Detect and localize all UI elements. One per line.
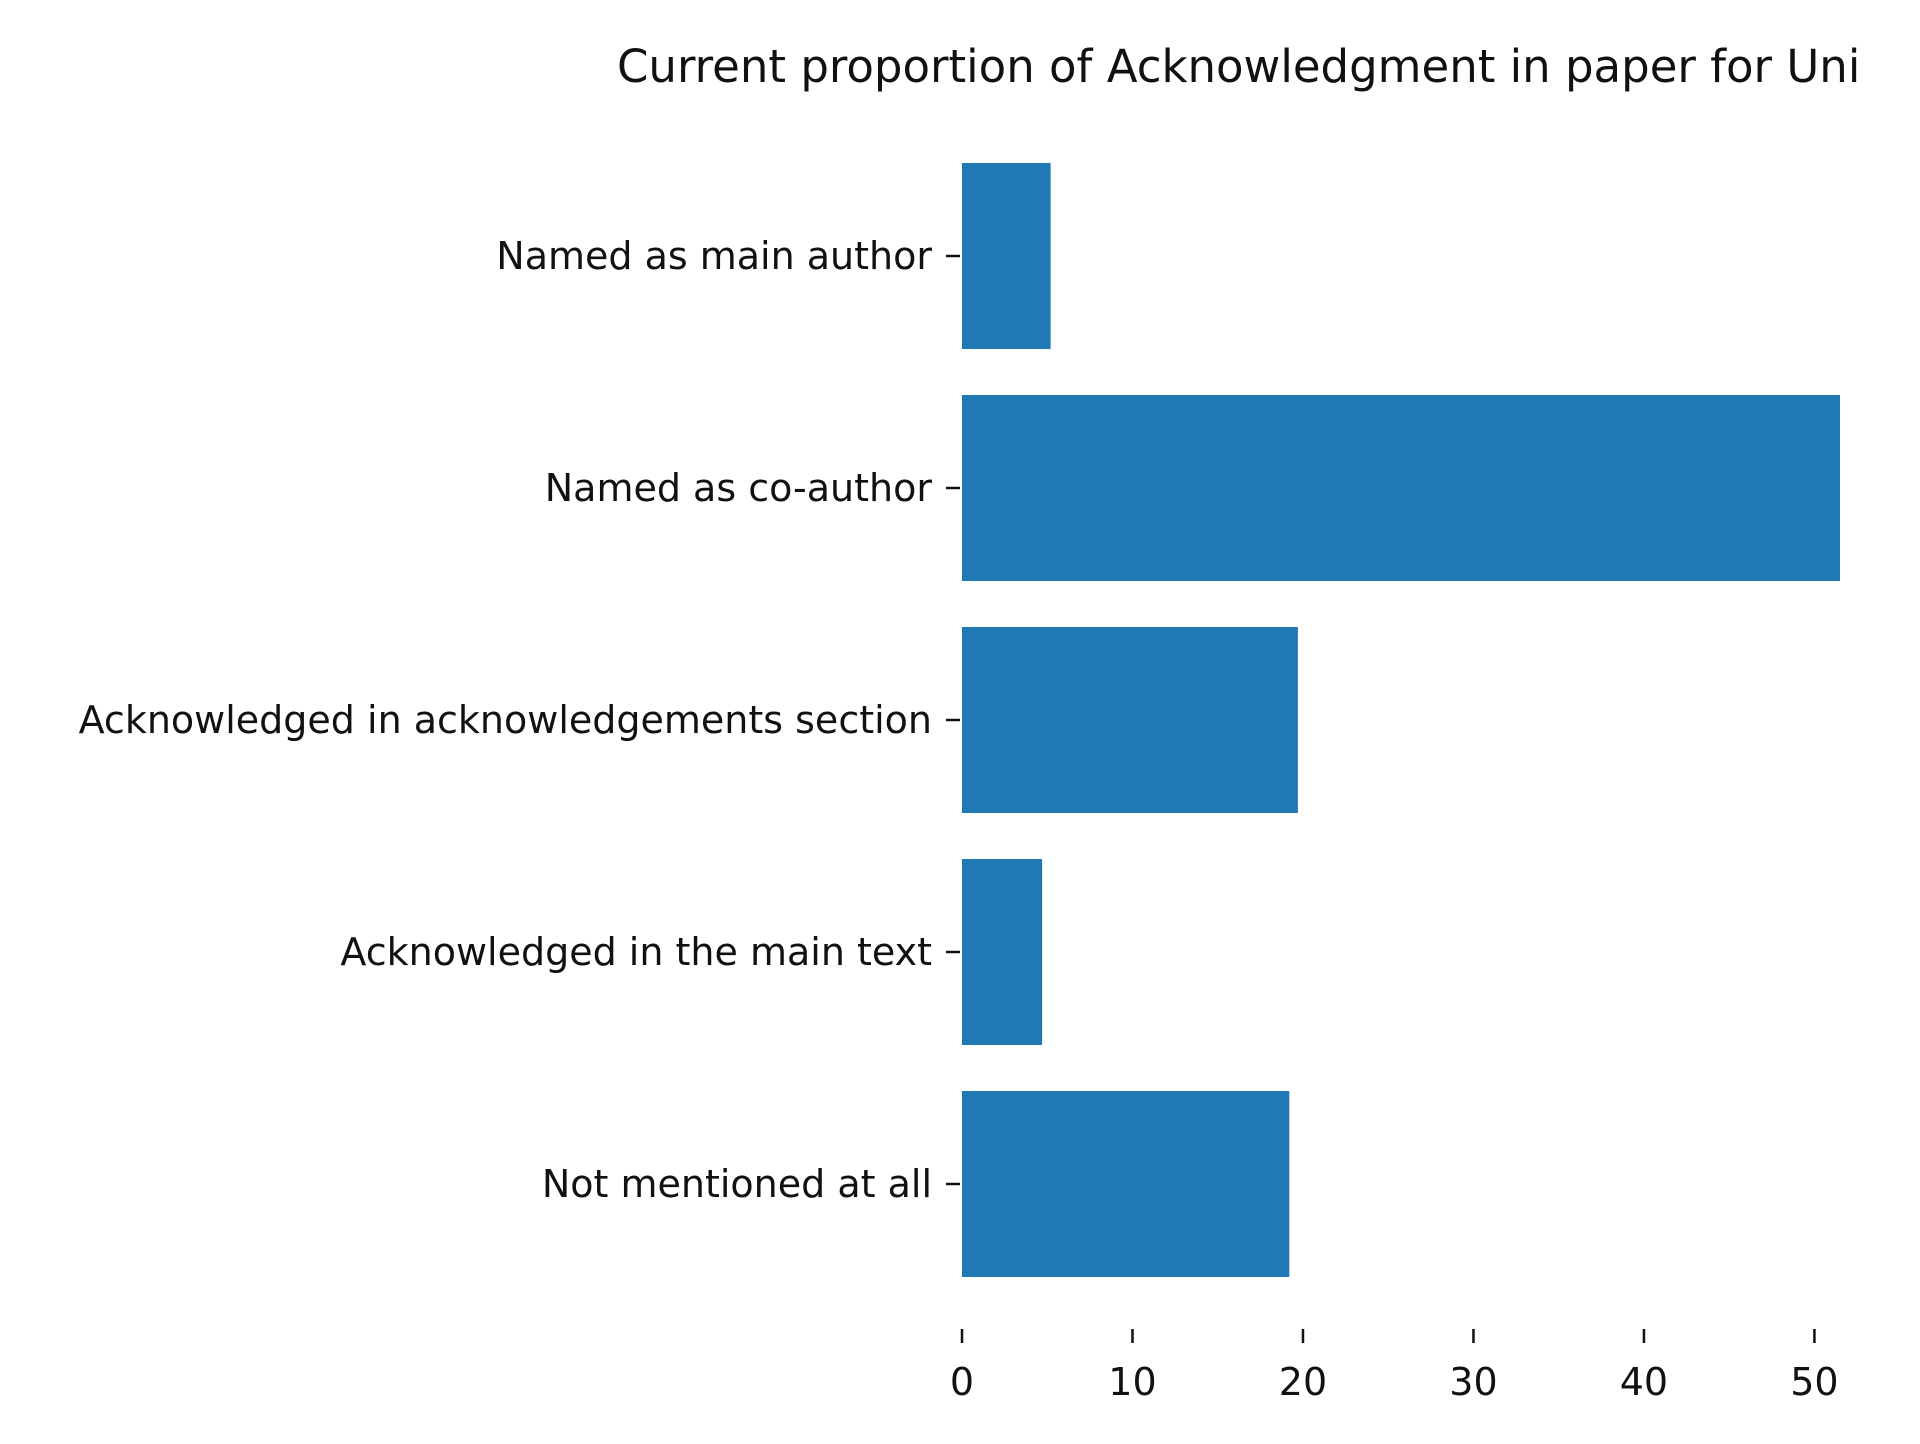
x-tick-label: 10: [1108, 1360, 1156, 1404]
y-tick-label: Not mentioned at all: [542, 1162, 932, 1206]
y-tick-label: Acknowledged in acknowledgements section: [79, 698, 932, 742]
bars-group: [962, 163, 1840, 1277]
x-tick-label: 0: [950, 1360, 974, 1404]
x-axis: 0 10 20 30 40 50: [950, 1329, 1839, 1404]
x-tick-label: 30: [1449, 1360, 1497, 1404]
bar: [962, 395, 1840, 581]
y-tick-label: Named as co-author: [545, 466, 933, 510]
bar: [962, 1091, 1290, 1277]
chart-title: Current proportion of Acknowledgment in …: [617, 40, 1860, 93]
y-tick-label: Acknowledged in the main text: [340, 930, 932, 974]
bar: [962, 627, 1298, 813]
y-tick-label: Named as main author: [496, 234, 932, 278]
bar: [962, 859, 1043, 1045]
x-tick-label: 40: [1620, 1360, 1668, 1404]
x-tick-label: 20: [1279, 1360, 1327, 1404]
bar: [962, 163, 1051, 349]
y-axis: Named as main author Named as co-author Ac…: [79, 234, 960, 1206]
x-tick-label: 50: [1790, 1360, 1838, 1404]
